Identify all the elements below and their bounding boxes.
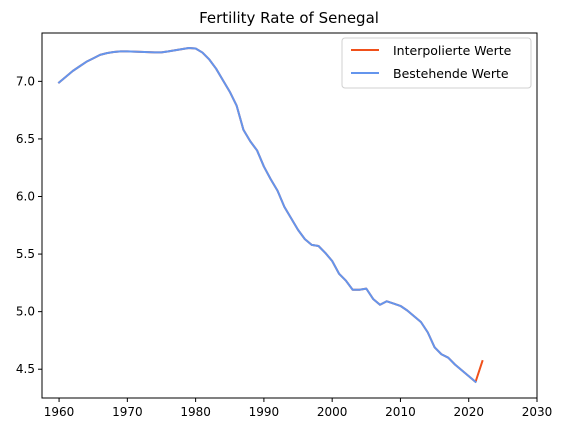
y-tick-label-5: 5.0 xyxy=(16,305,35,319)
y-tick-label-5.5: 5.5 xyxy=(16,247,35,261)
legend-box xyxy=(341,37,532,89)
plot-area-frame xyxy=(41,32,538,399)
legend-label-bestehende-werte: Bestehende Werte xyxy=(393,66,509,81)
x-axis: 1960 1970 1980 1990 2000 2010 2020 2030 xyxy=(44,398,552,419)
y-tick-label-6.5: 6.5 xyxy=(16,132,35,146)
x-tick-label-2010: 2010 xyxy=(385,405,416,419)
chart-title: Fertility Rate of Senegal xyxy=(199,9,379,27)
series-line-bestehende-werte xyxy=(57,46,477,384)
y-tick-label-7: 7.0 xyxy=(16,74,35,88)
x-tick-label-1960: 1960 xyxy=(44,405,75,419)
x-tick-label-1970: 1970 xyxy=(112,405,143,419)
y-tick-label-4.5: 4.5 xyxy=(16,362,35,376)
y-tick-label-6: 6.0 xyxy=(16,190,35,204)
y-axis: 4.5 5.0 5.5 6.0 6.5 7.0 xyxy=(16,74,42,376)
x-tick-label-2030: 2030 xyxy=(522,405,553,419)
legend-label-interpolierte-werte: Interpolierte Werte xyxy=(393,43,512,58)
x-tick-label-2020: 2020 xyxy=(453,405,484,419)
x-tick-label-1980: 1980 xyxy=(180,405,211,419)
series-layer xyxy=(57,46,484,384)
x-tick-label-1990: 1990 xyxy=(249,405,280,419)
legend: Interpolierte Werte Bestehende Werte xyxy=(341,37,532,89)
x-tick-label-2000: 2000 xyxy=(317,405,348,419)
